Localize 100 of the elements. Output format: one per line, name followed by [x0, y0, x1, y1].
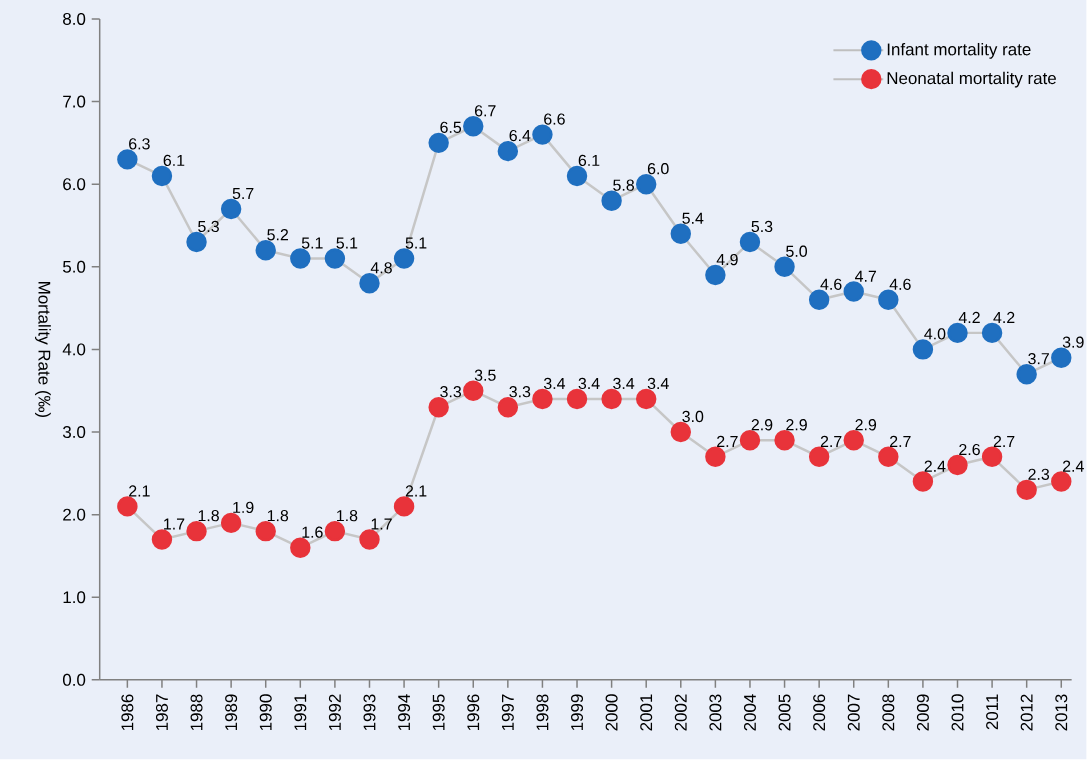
point — [186, 521, 207, 542]
point — [359, 529, 380, 550]
x-tick-label: 1986 — [121, 694, 134, 731]
point — [878, 289, 899, 311]
data-label: 6.1 — [578, 154, 600, 167]
point — [393, 496, 415, 517]
point — [1016, 479, 1037, 501]
point — [635, 174, 657, 195]
data-label: 4.8 — [370, 262, 392, 274]
point — [808, 289, 830, 311]
point — [981, 446, 1003, 468]
data-label: 3.9 — [1062, 336, 1084, 348]
x-tick-label: 1988 — [190, 694, 203, 731]
point — [981, 322, 1003, 344]
point — [947, 455, 968, 476]
legend-label: Neonatal mortality rate — [887, 71, 1056, 88]
point — [290, 537, 311, 559]
point — [255, 521, 276, 542]
point — [808, 446, 830, 468]
data-label: 1.8 — [267, 510, 289, 522]
point — [1016, 364, 1037, 385]
data-label: 2.7 — [717, 435, 738, 448]
y-tick-label: 2.0 — [63, 508, 86, 521]
x-tick-label: 1995 — [432, 694, 445, 731]
x-tick-label: 1997 — [501, 694, 514, 731]
point — [151, 529, 173, 550]
x-tick-label: 2004 — [743, 694, 756, 731]
point — [739, 430, 761, 451]
point — [774, 430, 795, 451]
point — [324, 521, 346, 542]
point — [843, 281, 864, 302]
data-label: 4.9 — [716, 254, 738, 266]
point — [912, 339, 934, 360]
data-label: 4.7 — [855, 270, 877, 282]
data-label: 2.9 — [786, 419, 807, 431]
x-tick-label: 2012 — [1020, 694, 1033, 731]
point — [774, 256, 795, 278]
x-tick-label: 1994 — [398, 694, 411, 731]
y-tick-label: 7.0 — [63, 95, 86, 108]
point — [532, 124, 553, 146]
x-tick-label: 1991 — [294, 694, 307, 731]
data-label: 1.8 — [337, 510, 358, 522]
point — [947, 322, 968, 344]
x-tick-label: 1993 — [363, 694, 376, 731]
data-label: 3.4 — [543, 377, 566, 390]
data-label: 5.1 — [405, 237, 427, 249]
data-label: 1.8 — [198, 510, 219, 522]
data-label: 5.4 — [682, 212, 704, 225]
point — [532, 388, 553, 410]
data-label: 2.4 — [1062, 460, 1084, 472]
y-tick-label: 1.0 — [63, 591, 86, 604]
data-label: 3.4 — [613, 377, 635, 390]
point — [601, 190, 622, 212]
x-tick-label: 2001 — [640, 694, 653, 731]
point — [290, 248, 311, 269]
x-tick-label: 2010 — [951, 694, 964, 731]
x-tick-label: 1999 — [571, 694, 584, 731]
y-tick-label: 4.0 — [62, 343, 86, 356]
data-label: 4.2 — [993, 312, 1015, 324]
x-tick-label: 2008 — [882, 694, 895, 731]
point — [220, 198, 242, 220]
data-label: 2.1 — [405, 485, 427, 497]
data-label: 4.0 — [924, 328, 946, 340]
data-label: 6.4 — [509, 130, 531, 142]
data-label: 2.7 — [993, 435, 1015, 448]
data-label: 2.7 — [820, 435, 842, 448]
data-label: 2.6 — [959, 444, 980, 456]
data-label: 4.2 — [958, 312, 980, 324]
data-label: 1.9 — [233, 501, 254, 514]
point — [1051, 471, 1072, 492]
data-label: 4.6 — [820, 278, 842, 291]
data-label: 6.7 — [474, 105, 496, 117]
data-label: 6.5 — [440, 121, 462, 134]
data-label: 3.3 — [440, 386, 462, 398]
point — [359, 273, 380, 294]
y-tick-label: 0.0 — [62, 674, 86, 687]
point — [497, 397, 519, 418]
point — [670, 421, 692, 443]
point — [255, 240, 276, 261]
data-label: 3.7 — [1028, 353, 1049, 365]
point — [705, 446, 726, 468]
data-label: 2.9 — [751, 419, 773, 431]
point — [497, 141, 519, 162]
point — [393, 248, 415, 269]
point — [601, 388, 622, 410]
point — [670, 223, 692, 245]
point — [428, 397, 449, 418]
x-tick-label: 2003 — [709, 694, 722, 731]
point — [843, 430, 864, 451]
data-label: 2.3 — [1028, 468, 1050, 481]
data-label: 6.0 — [647, 163, 669, 175]
point — [566, 165, 588, 187]
y-tick-label: 3.0 — [62, 426, 86, 439]
data-label: 5.1 — [301, 237, 323, 249]
point — [117, 496, 138, 517]
data-label: 2.4 — [924, 460, 946, 472]
x-tick-label: 2002 — [674, 694, 687, 731]
data-label: 3.4 — [578, 377, 600, 390]
point — [463, 116, 484, 137]
data-label: 2.7 — [890, 435, 911, 448]
